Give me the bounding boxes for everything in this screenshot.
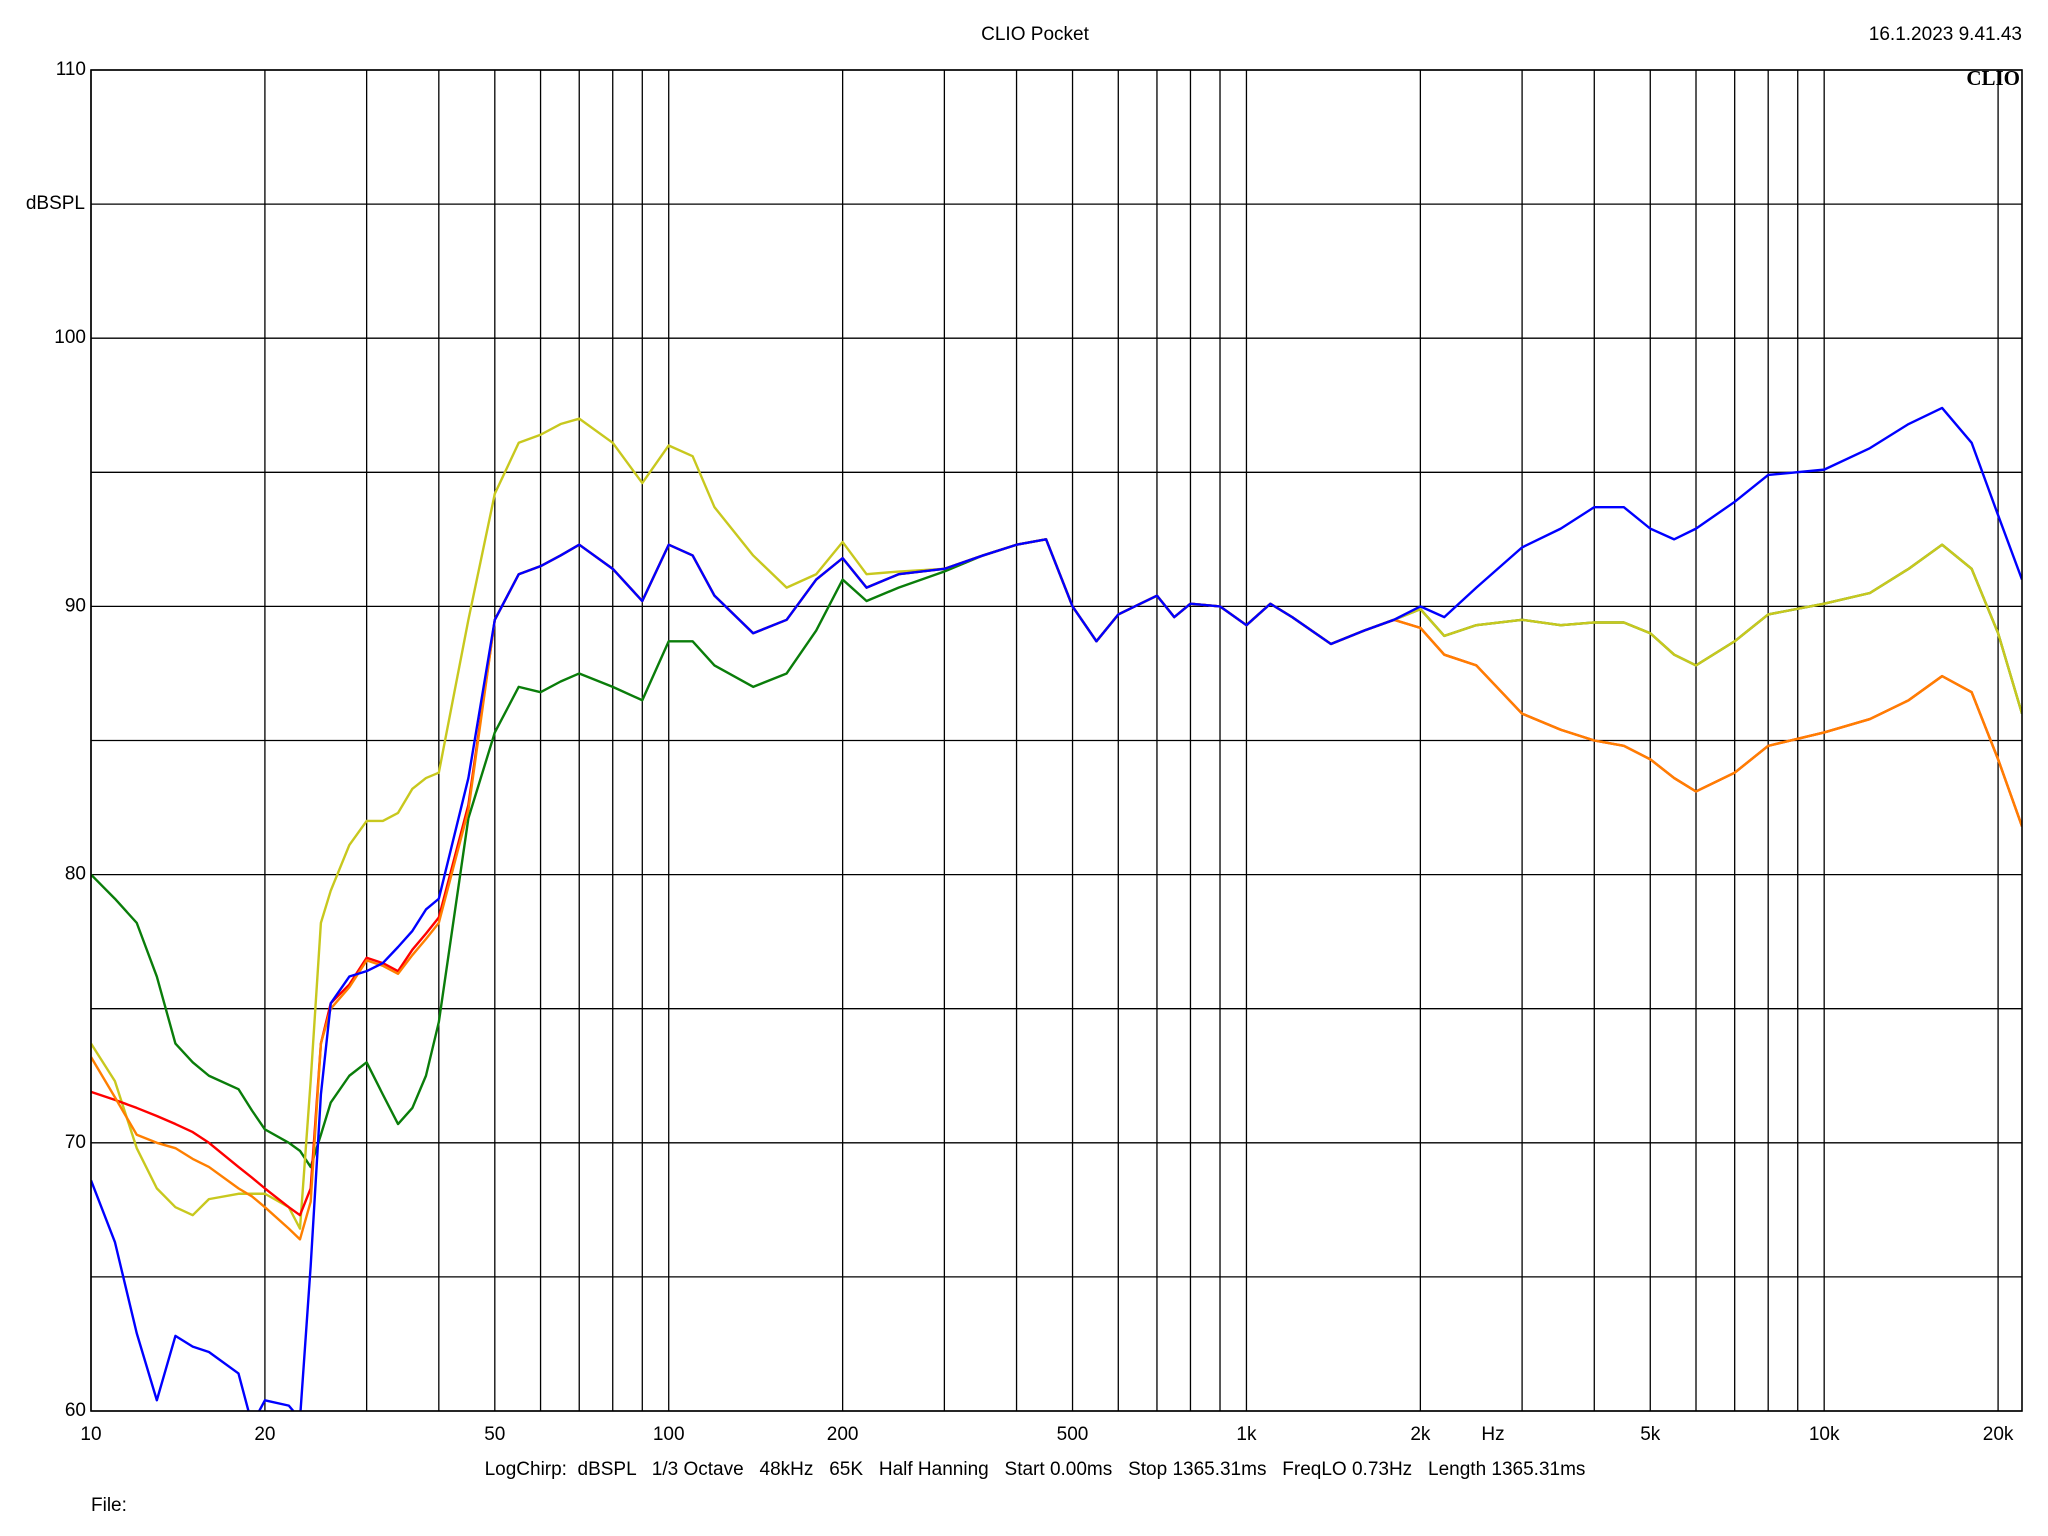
x-tick-label: 10 [80, 1424, 101, 1445]
x-tick-label: 2k [1410, 1424, 1431, 1445]
y-tick-label: 80 [65, 864, 86, 885]
curves [91, 406, 2022, 1411]
frequency-response-line [91, 538, 2022, 1241]
x-axis-label: Hz [1481, 1424, 1504, 1445]
grid [90, 69, 2022, 1412]
x-tick-label: 100 [653, 1424, 685, 1445]
y-tick-label: 70 [65, 1132, 86, 1153]
frequency-response-line [91, 538, 2022, 1169]
x-tick-label: 200 [827, 1424, 859, 1445]
file-label: File: [91, 1495, 127, 1516]
x-tick-label: 5k [1640, 1424, 1661, 1445]
chart-title: CLIO Pocket [981, 24, 1089, 45]
y-tick-label: 60 [65, 1400, 86, 1421]
frequency-response-line [91, 417, 2022, 1230]
x-tick-label: 10k [1809, 1424, 1840, 1445]
x-tick-label: 20k [1983, 1424, 2014, 1445]
x-tick-label: 50 [484, 1424, 505, 1445]
y-axis-label: dBSPL [26, 193, 85, 214]
y-tick-label: 90 [65, 595, 86, 616]
footer-info: LogChirp: dBSPL 1/3 Octave 48kHz 65K Hal… [485, 1459, 1586, 1480]
plot-frame [90, 69, 2023, 1412]
x-tick-label: 500 [1057, 1424, 1089, 1445]
y-tick-label: 100 [54, 327, 86, 348]
x-tick-label: 20 [254, 1424, 275, 1445]
y-tick-label: 110 [56, 59, 86, 80]
timestamp: 16.1.2023 9.41.43 [1869, 24, 2022, 45]
frequency-response-line [91, 406, 2022, 1411]
frequency-response-line [91, 538, 2022, 1217]
x-tick-label: 1k [1236, 1424, 1257, 1445]
